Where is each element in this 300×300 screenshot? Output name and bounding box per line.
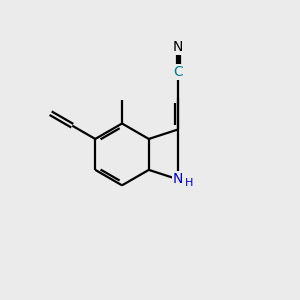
Text: H: H [185, 178, 193, 188]
Text: N: N [173, 40, 183, 54]
Text: C: C [173, 65, 183, 79]
Text: N: N [173, 172, 183, 186]
